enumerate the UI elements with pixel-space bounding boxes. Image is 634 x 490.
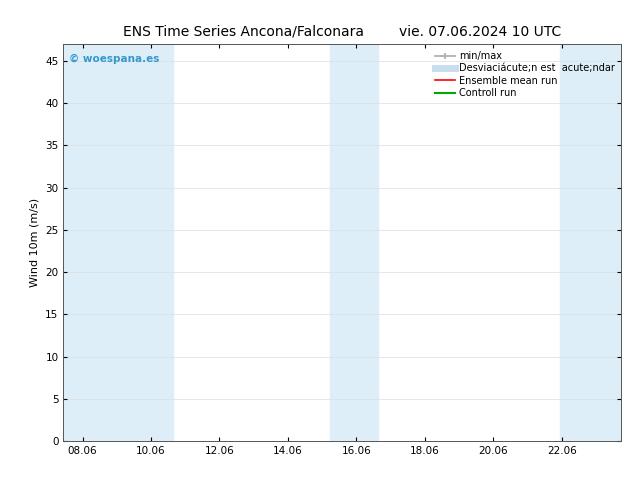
- Y-axis label: Wind 10m (m/s): Wind 10m (m/s): [30, 198, 40, 287]
- Bar: [330, 44, 378, 441]
- Bar: [125, 44, 173, 441]
- Bar: [560, 44, 621, 441]
- Text: © woespana.es: © woespana.es: [69, 54, 159, 64]
- Bar: [63, 44, 125, 441]
- Title: ENS Time Series Ancona/Falconara        vie. 07.06.2024 10 UTC: ENS Time Series Ancona/Falconara vie. 07…: [123, 25, 562, 39]
- Legend: min/max, Desviaciácute;n est  acute;ndar, Ensemble mean run, Controll run: min/max, Desviaciácute;n est acute;ndar,…: [434, 49, 616, 100]
